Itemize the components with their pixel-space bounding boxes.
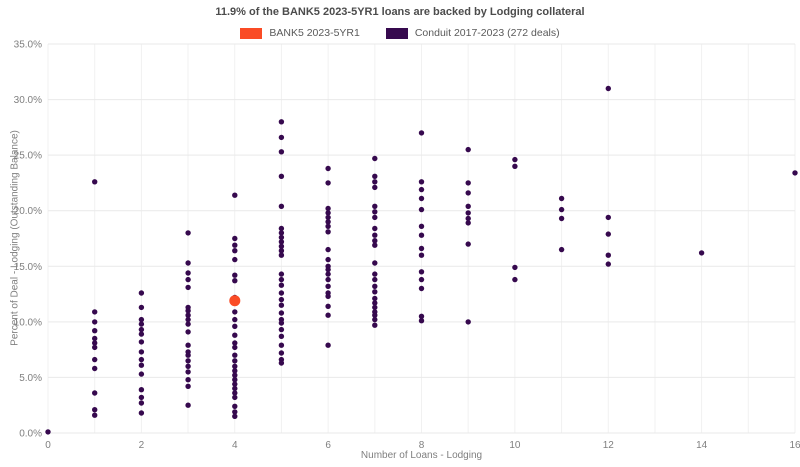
x-tick-label: 8 [419, 440, 425, 451]
legend-swatch-conduit [385, 27, 408, 39]
y-tick-label: 0.0% [19, 429, 42, 440]
y-tick-label: 25.0% [14, 151, 42, 162]
x-tick-label: 2 [139, 440, 145, 451]
legend-swatch-bank5 [240, 27, 263, 39]
y-tick-label: 15.0% [14, 262, 42, 273]
legend-label-conduit: Conduit 2017-2023 (272 deals) [414, 27, 560, 39]
chart-title: 11.9% of the BANK5 2023-5YR1 loans are b… [215, 6, 585, 18]
y-tick-label: 30.0% [14, 95, 42, 106]
y-tick-label: 35.0% [14, 40, 42, 51]
y-tick-label: 10.0% [14, 317, 42, 328]
legend-item-bank5[interactable]: BANK5 2023-5YR1 [240, 27, 360, 39]
legend: BANK5 2023-5YR1 Conduit 2017-2023 (272 d… [0, 27, 800, 39]
x-tick-label: 10 [509, 440, 521, 451]
x-tick-label: 4 [232, 440, 238, 451]
x-axis-title: Number of Loans - Lodging [360, 450, 483, 461]
x-tick-label: 0 [45, 440, 51, 451]
y-tick-label: 5.0% [19, 373, 42, 384]
series-1 [229, 295, 241, 307]
legend-item-conduit[interactable]: Conduit 2017-2023 (272 deals) [385, 27, 560, 39]
x-tick-label: 6 [325, 440, 331, 451]
y-axis-title: Percent of Deal - Lodging (Outstanding B… [9, 130, 21, 346]
y-tick-label: 20.0% [14, 206, 42, 217]
legend-label-bank5: BANK5 2023-5YR1 [269, 27, 360, 39]
x-tick-label: 16 [789, 440, 800, 451]
x-tick-label: 14 [696, 440, 708, 451]
x-tick-label: 12 [603, 440, 615, 451]
series-0 [45, 85, 798, 435]
